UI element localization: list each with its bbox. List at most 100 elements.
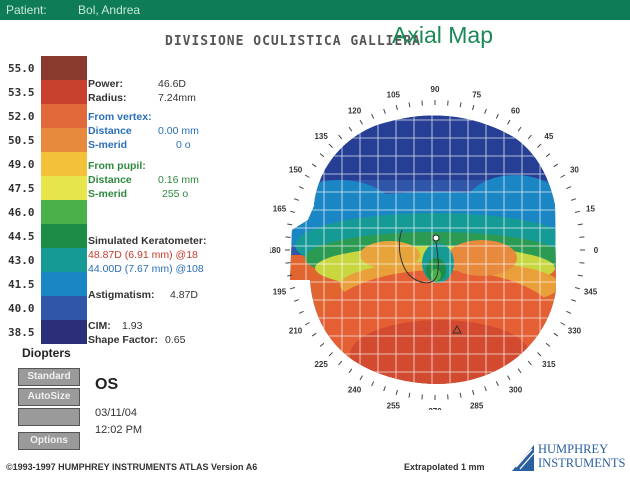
angle-tick <box>328 352 333 357</box>
exam-time: 12:02 PM <box>95 424 143 436</box>
scale-row: 55.0 <box>8 56 88 80</box>
blank-button[interactable] <box>18 408 80 426</box>
angle-tick <box>495 381 499 387</box>
axial-map[interactable]: 9075604530150345330315300285270255240225… <box>270 80 610 410</box>
scale-value: 41.5 <box>8 278 35 291</box>
vertex-smerid-value: 0 o <box>176 139 191 151</box>
angle-tick <box>371 113 375 119</box>
scale-row: 50.5 <box>8 128 88 152</box>
power-value: 46.6D <box>158 78 187 90</box>
scale-value: 43.0 <box>8 254 35 267</box>
pupil-outline <box>398 229 439 284</box>
scale-swatch <box>41 296 87 320</box>
astigmatism-label: Astigmatism: <box>88 289 155 301</box>
scale-row: 41.5 <box>8 272 88 296</box>
angle-tick <box>287 274 293 277</box>
eye-label: OS <box>95 376 119 393</box>
patient-header: Patient: Bol, Andrea <box>6 3 140 17</box>
angle-tick <box>359 119 363 125</box>
angle-tick <box>459 392 462 398</box>
angle-tick <box>459 102 462 108</box>
angle-tick <box>545 153 551 158</box>
angle-tick <box>574 210 581 213</box>
angle-tick <box>408 102 411 108</box>
angle-tick <box>545 342 551 347</box>
angle-tick <box>560 322 566 326</box>
angle-label: 300 <box>509 385 523 394</box>
angle-label: 120 <box>348 107 362 116</box>
angle-tick <box>574 287 581 290</box>
scale-swatch <box>41 320 87 344</box>
scale-value: 52.0 <box>8 110 35 123</box>
scale-value: 47.5 <box>8 182 35 195</box>
angle-tick <box>311 332 317 337</box>
angle-label: 105 <box>387 90 401 99</box>
scale-value: 53.5 <box>8 86 35 99</box>
angle-tick <box>537 143 542 148</box>
angle-label: 150 <box>289 166 303 175</box>
exam-date: 03/11/04 <box>95 407 138 419</box>
map-title: Axial Map <box>392 22 493 48</box>
angle-label: 60 <box>511 107 520 116</box>
angle-label: 285 <box>470 402 484 410</box>
angle-tick <box>348 126 353 132</box>
scale-row: 44.5 <box>8 224 88 248</box>
angle-tick <box>472 389 475 396</box>
sim-k-steep: 48.87D (6.91 mm) @18 <box>88 249 198 261</box>
angle-label: 90 <box>431 85 440 94</box>
angle-tick <box>571 299 577 302</box>
angle-label: 240 <box>348 385 362 394</box>
angle-tick <box>472 104 475 111</box>
scale-swatch <box>41 104 87 128</box>
angle-tick <box>507 375 511 381</box>
pupil-smerid-value: 255 o <box>162 188 189 200</box>
angle-label: 30 <box>570 166 579 175</box>
cim-label: CIM: <box>88 320 111 332</box>
angle-tick <box>566 310 572 314</box>
angle-tick <box>395 104 398 111</box>
options-button[interactable]: Options <box>18 432 80 450</box>
sim-k-title: Simulated Keratometer: <box>88 235 207 247</box>
angle-tick <box>495 113 499 119</box>
angle-tick <box>298 310 304 314</box>
patient-name: Bol, Andrea <box>78 3 141 17</box>
radius-value: 7.24mm <box>158 92 196 104</box>
scale-value: 49.0 <box>8 158 35 171</box>
angle-tick <box>359 375 363 381</box>
power-label: Power: <box>88 78 124 90</box>
top-bar <box>0 0 630 20</box>
angle-ticks <box>285 100 585 400</box>
scale-row: 43.0 <box>8 248 88 272</box>
scale-row: 38.5 <box>8 320 88 344</box>
autosize-button[interactable]: AutoSize <box>18 388 80 406</box>
shape-factor-label: Shape Factor: <box>88 334 159 346</box>
angle-tick <box>507 119 511 125</box>
angle-label: 210 <box>289 327 303 336</box>
angle-tick <box>304 322 310 326</box>
angle-tick <box>348 368 353 374</box>
scale-swatch <box>41 80 87 104</box>
cim-value: 1.93 <box>122 320 143 332</box>
scale-value: 38.5 <box>8 326 35 339</box>
scale-row: 40.0 <box>8 296 88 320</box>
scale-swatch <box>41 200 87 224</box>
vertex-smerid-label: S-merid <box>88 139 128 151</box>
angle-label: 135 <box>314 132 328 141</box>
angle-label: 345 <box>584 288 598 297</box>
scale-swatch <box>41 56 87 80</box>
scale-value: 50.5 <box>8 134 35 147</box>
angle-tick <box>319 153 325 158</box>
angle-label: 75 <box>472 90 481 99</box>
angle-tick <box>566 186 572 190</box>
angle-tick <box>560 174 566 178</box>
angle-tick <box>383 108 386 114</box>
patient-label: Patient: <box>6 3 47 17</box>
angle-label: 270 <box>428 407 442 410</box>
angle-tick <box>517 368 522 374</box>
angle-tick <box>484 108 487 114</box>
extrapolated-text: Extrapolated 1 mm <box>404 462 485 472</box>
standard-button[interactable]: Standard <box>18 368 80 386</box>
angle-tick <box>311 163 317 168</box>
copyright-text: ©1993-1997 HUMPHREY INSTRUMENTS ATLAS Ve… <box>6 462 258 472</box>
vertex-distance-label: Distance <box>88 125 132 137</box>
